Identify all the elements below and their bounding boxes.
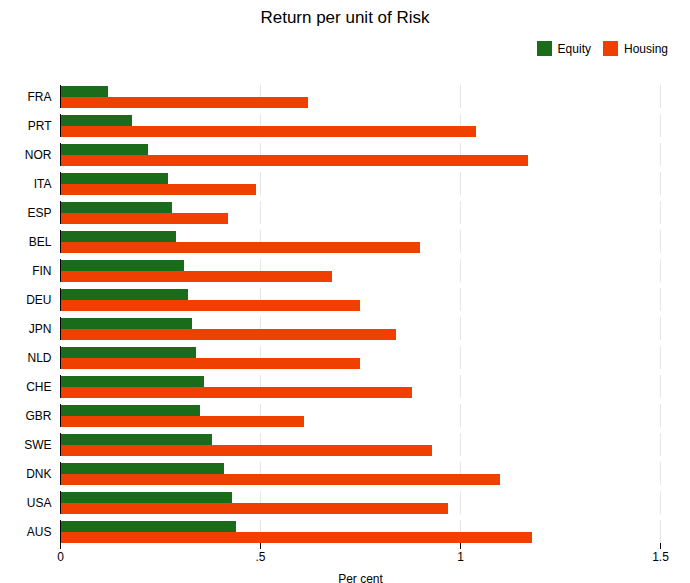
svg-text:ITA: ITA xyxy=(34,177,52,191)
svg-text:DEU: DEU xyxy=(26,293,51,307)
svg-text:DNK: DNK xyxy=(26,467,51,481)
svg-text:AUS: AUS xyxy=(27,525,52,539)
svg-text:NOR: NOR xyxy=(25,148,52,162)
html-text:Return per unit of Risk: Return per unit of Risk xyxy=(260,8,430,27)
html-text:Equity: Equity xyxy=(557,41,591,56)
svg-text:ESP: ESP xyxy=(27,206,51,220)
svg-text:.5: .5 xyxy=(255,550,265,564)
svg-text:Per cent: Per cent xyxy=(338,572,383,583)
html-text:Housing: Housing xyxy=(624,41,668,56)
svg-text:1.5: 1.5 xyxy=(652,550,669,564)
svg-text:SWE: SWE xyxy=(24,438,51,452)
svg-text:NLD: NLD xyxy=(27,351,51,365)
svg-text:1: 1 xyxy=(457,550,464,564)
svg-text:JPN: JPN xyxy=(29,322,52,336)
svg-text:FRA: FRA xyxy=(28,90,52,104)
svg-text:0: 0 xyxy=(57,550,64,564)
svg-text:CHE: CHE xyxy=(26,380,51,394)
svg-text:USA: USA xyxy=(27,496,52,510)
svg-text:BEL: BEL xyxy=(29,235,52,249)
svg-text:PRT: PRT xyxy=(28,119,52,133)
svg-text:GBR: GBR xyxy=(25,409,51,423)
svg-text:FIN: FIN xyxy=(32,264,51,278)
